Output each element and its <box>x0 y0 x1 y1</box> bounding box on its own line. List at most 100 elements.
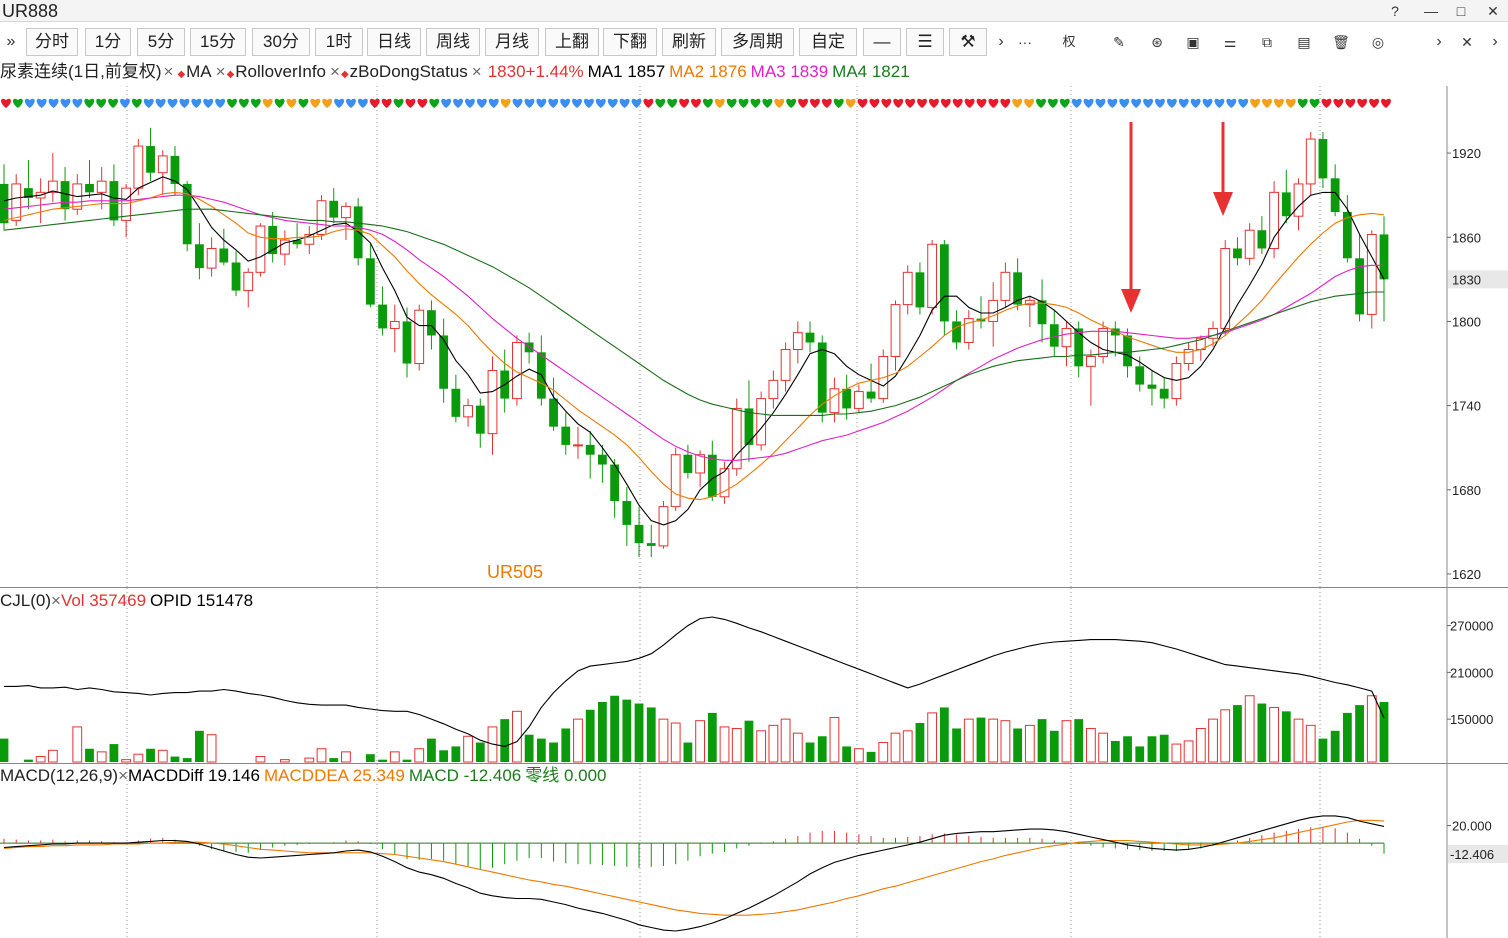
indicator-zbodong[interactable]: zBoDongStatus <box>349 62 468 81</box>
maximize-icon[interactable]: □ <box>1456 3 1466 19</box>
candle-body-down <box>60 181 70 210</box>
status-heart <box>96 98 107 108</box>
indicator-rollover[interactable]: RolloverInfo <box>235 62 326 81</box>
status-heart <box>1071 98 1082 108</box>
macd-axis: 20.000 -12.406 <box>1447 819 1508 864</box>
close-panel-icon[interactable]: ✕ <box>1461 34 1473 50</box>
macd-chart[interactable]: 20.000 -12.406 <box>0 764 1508 938</box>
candle-body-down <box>1233 248 1242 259</box>
bar-tool-button[interactable]: ☰ <box>906 28 944 56</box>
close-window-icon[interactable]: ✕ <box>1487 3 1499 19</box>
chevron-right-icon[interactable]: › <box>998 33 1004 50</box>
page-up-button[interactable]: 上翻 <box>545 28 599 56</box>
volume-bar-up <box>988 718 999 763</box>
remove-zbodong-icon[interactable]: × <box>471 62 482 81</box>
candle-body-down <box>1013 272 1023 305</box>
download-icon[interactable]: ⊛ <box>1151 34 1163 50</box>
status-heart <box>1190 98 1201 108</box>
volume-bar-down <box>1342 712 1352 762</box>
status-heart <box>36 98 47 108</box>
status-heart <box>679 98 690 108</box>
remove-ma-icon[interactable]: × <box>215 62 226 81</box>
period-button-1min[interactable]: 1分 <box>85 28 131 56</box>
multi-period-button[interactable]: 多周期 <box>721 28 794 56</box>
candle-body-up <box>695 454 706 474</box>
remove-macd-icon[interactable]: × <box>118 766 129 785</box>
period-button-15min[interactable]: 15分 <box>190 28 246 56</box>
candle-body-down <box>0 183 9 224</box>
status-heart <box>227 98 237 108</box>
volume-bar-up <box>1086 727 1096 763</box>
candle-body-down <box>1110 328 1120 336</box>
line-tool-button[interactable]: — <box>863 28 901 56</box>
period-button-30min[interactable]: 30分 <box>252 28 310 56</box>
period-button-daily[interactable]: 日线 <box>367 28 421 56</box>
remove-rollover-icon[interactable]: × <box>330 62 340 81</box>
candle-body-down <box>842 388 852 409</box>
macd-tick-label: 20.000 <box>1452 819 1492 834</box>
macd-indicator-name[interactable]: MACD(12,26,9) <box>0 766 119 785</box>
trash-icon[interactable]: 🗑 <box>1332 34 1350 50</box>
volume-bar-down <box>378 759 387 762</box>
volume-bar-up <box>157 749 168 763</box>
status-heart <box>702 98 713 108</box>
candle-body-down <box>1318 139 1328 179</box>
right-adjust-icon[interactable]: 权 <box>1062 34 1076 49</box>
chevron-right-icon-3[interactable]: › <box>1492 33 1498 50</box>
status-heart <box>905 98 916 108</box>
expand-icon[interactable]: » <box>6 33 16 50</box>
macd-legend: MACD(12,26,9)×MACDDiff 19.146 MACDDEA 25.… <box>0 765 611 787</box>
layout-icon[interactable]: ▤ <box>1297 34 1311 50</box>
candle-body-down <box>610 464 620 502</box>
volume-bar-down <box>1233 705 1242 762</box>
sliders-icon[interactable]: ⚌ <box>1223 34 1237 50</box>
copy-icon[interactable]: ⧉ <box>1262 34 1272 50</box>
candle-body-up <box>463 405 473 418</box>
volume-bar-up <box>121 759 132 763</box>
indicator-ma[interactable]: MA <box>186 62 212 81</box>
volume-bar-down <box>1110 740 1120 762</box>
volume-bar-down <box>402 759 412 762</box>
status-heart <box>274 98 285 108</box>
minimize-icon[interactable]: — <box>1424 3 1438 19</box>
price-chart[interactable]: 1920 1860 1800 1740 1680 1620 1830 UR505 <box>0 58 1508 588</box>
candle-body-up <box>756 398 767 446</box>
status-heart <box>441 98 452 108</box>
pencil-icon[interactable]: ✎ <box>1113 34 1125 50</box>
candle-body-down <box>1037 300 1047 325</box>
macd-histogram <box>3 827 1385 870</box>
status-heart <box>1012 98 1023 108</box>
status-heart <box>1178 98 1189 108</box>
target-icon[interactable]: ◎ <box>1371 34 1385 50</box>
candle-body-up <box>927 243 938 308</box>
more-dots-icon[interactable]: ··· <box>1018 34 1032 50</box>
volume-bar-down <box>561 728 571 762</box>
volume-indicator-name[interactable]: CJL(0) <box>0 591 52 610</box>
custom-button[interactable]: 自定 <box>799 28 857 56</box>
chevron-right-icon-2[interactable]: › <box>1436 33 1442 50</box>
period-button-1hour[interactable]: 1时 <box>315 28 363 56</box>
settings-tool-button[interactable]: ⚒ <box>949 28 987 56</box>
remove-volume-icon[interactable]: × <box>51 591 61 610</box>
period-button-weekly[interactable]: 周线 <box>426 28 480 56</box>
period-button-5min[interactable]: 5分 <box>137 28 185 56</box>
current-price-box <box>1448 270 1508 289</box>
volume-bar-up <box>792 732 803 763</box>
refresh-button[interactable]: 刷新 <box>662 28 716 56</box>
period-button-monthly[interactable]: 月线 <box>485 28 539 56</box>
volume-chart[interactable]: 270000 210000 150000 <box>0 588 1508 764</box>
candle-body-down <box>1159 388 1169 399</box>
instrument-name[interactable]: 尿素连续(1日,前复权) <box>0 62 162 81</box>
page-down-button[interactable]: 下翻 <box>603 28 657 56</box>
zero-line-value: 零线 0.000 <box>525 766 607 785</box>
help-icon[interactable]: ? <box>1391 3 1399 19</box>
candle-body-up <box>1293 183 1304 217</box>
status-heart <box>548 98 559 108</box>
image-icon[interactable]: ▣ <box>1186 34 1200 50</box>
remove-instrument-icon[interactable]: × <box>163 62 174 81</box>
status-heart <box>1321 98 1332 108</box>
price-tick-label: 1860 <box>1452 230 1481 245</box>
volume-bar-up <box>1195 727 1206 763</box>
candle-body-up <box>1024 299 1035 306</box>
period-button-fenshi[interactable]: 分时 <box>26 28 78 56</box>
